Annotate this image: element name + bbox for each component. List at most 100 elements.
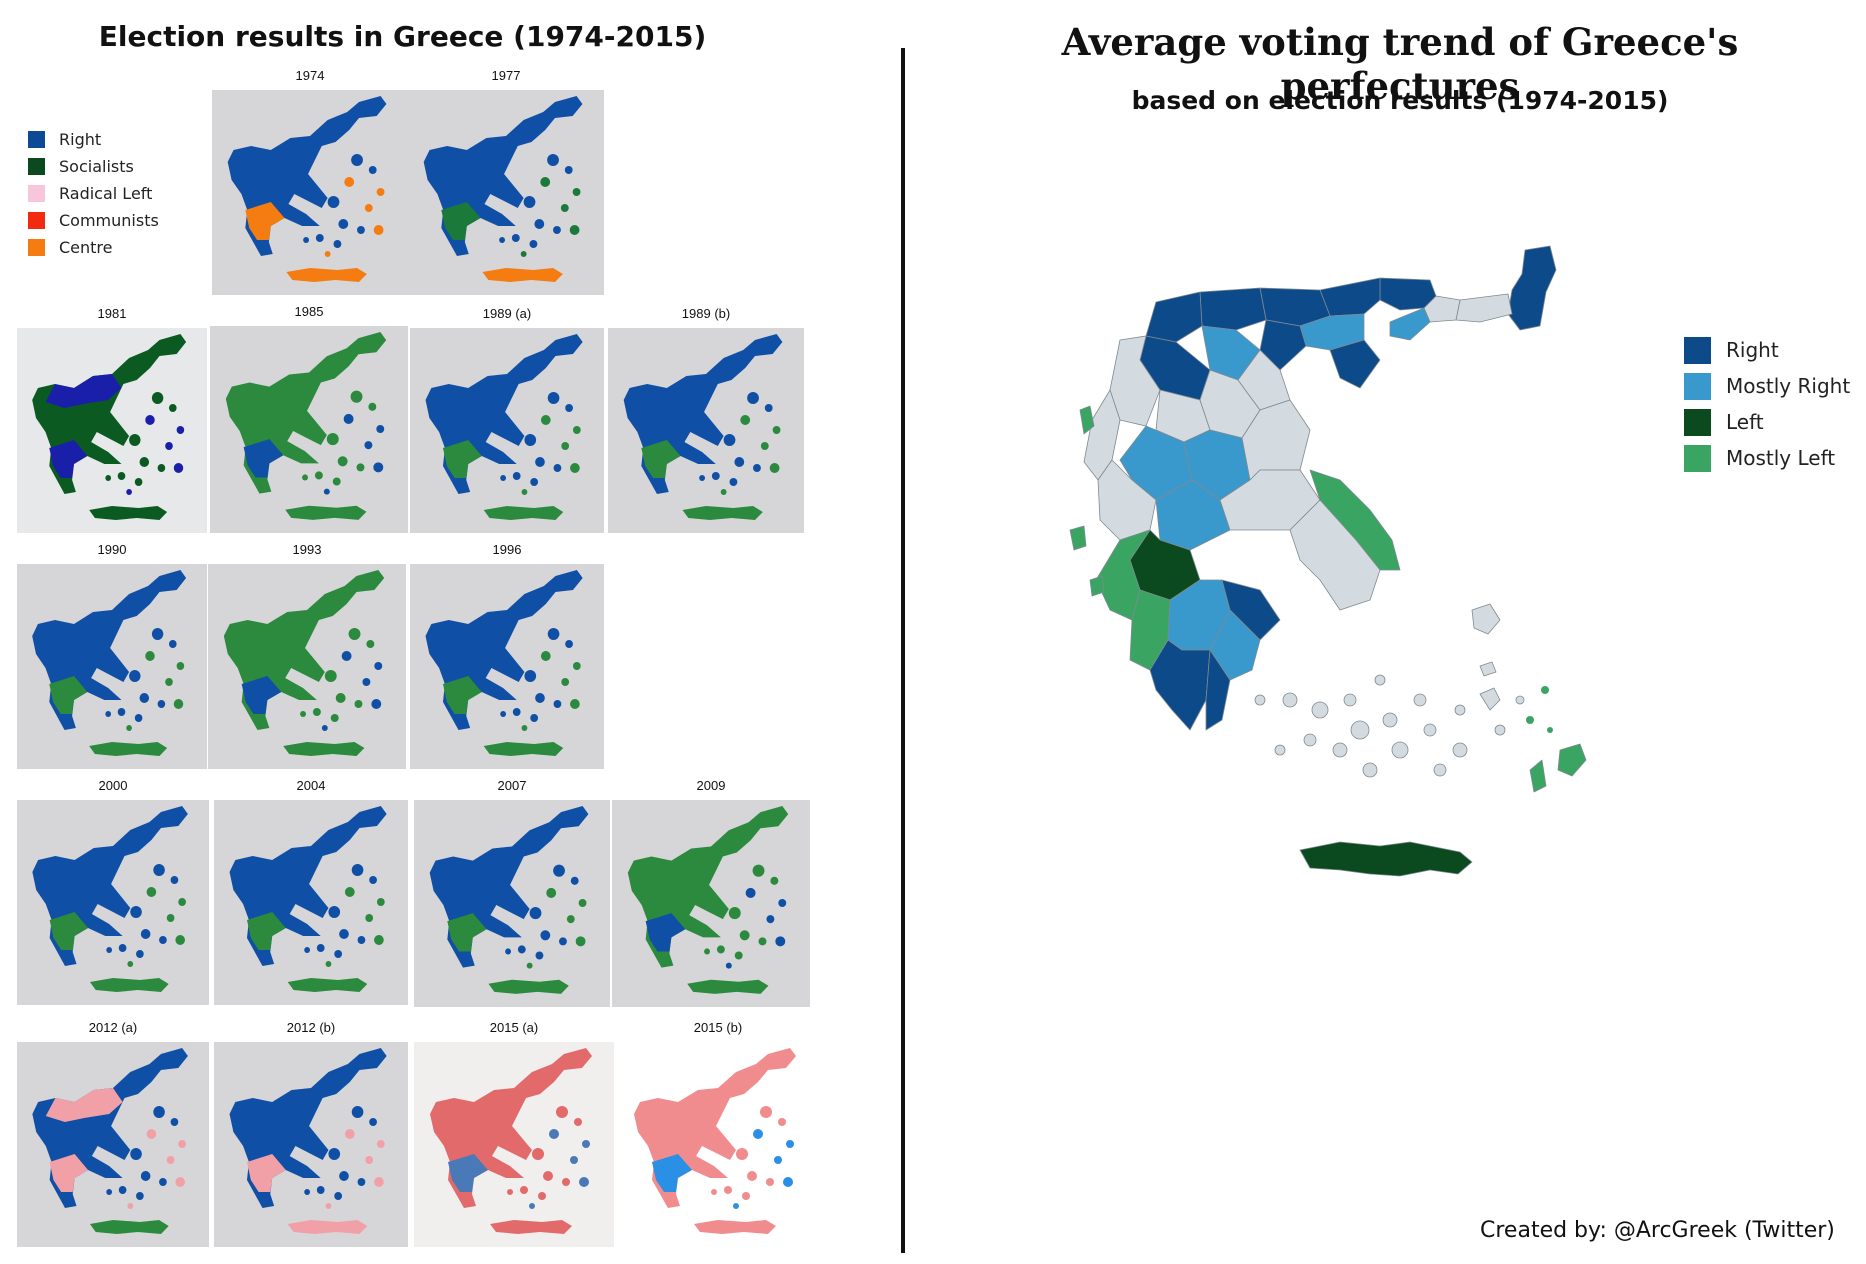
island: [553, 864, 565, 877]
island: [778, 898, 787, 908]
island: [364, 204, 373, 212]
island: [316, 1186, 325, 1194]
peloponnese-region: [447, 913, 487, 952]
legend-item-left: Left: [1684, 404, 1850, 440]
island: [758, 937, 767, 946]
island: [145, 415, 155, 425]
island: [166, 1156, 175, 1164]
island: [753, 1129, 763, 1139]
island: [344, 177, 355, 187]
island: [157, 700, 166, 708]
island: [512, 472, 521, 480]
imathia-region: [1259, 319, 1307, 371]
island: [178, 898, 186, 906]
legend-label-socialists: Socialists: [59, 157, 134, 176]
island: [553, 700, 562, 708]
election-map-tile: [612, 800, 810, 1007]
island: [105, 711, 112, 717]
peloponnese-region: [245, 202, 285, 240]
evros-region: [1507, 245, 1557, 331]
island: [582, 1140, 590, 1148]
election-map-tile: [414, 1042, 614, 1247]
greece-map: [229, 806, 387, 992]
crete-region: [694, 1220, 776, 1234]
legend-item-radical-left: Radical Left: [28, 180, 159, 207]
election-map-tile: [17, 564, 207, 769]
peloponnese-region: [448, 1154, 488, 1192]
legend-swatch-right: [28, 131, 45, 148]
island: [170, 1118, 179, 1126]
island: [745, 887, 756, 898]
island: [521, 725, 528, 731]
island: [725, 962, 732, 969]
island: [540, 415, 551, 425]
island: [325, 961, 332, 967]
island: [521, 489, 528, 495]
peloponnese-region: [49, 440, 88, 478]
island: [323, 488, 330, 495]
island: [118, 944, 127, 952]
island: [364, 441, 373, 450]
island: [728, 907, 741, 920]
island: [365, 914, 374, 922]
crete-region: [286, 268, 367, 282]
greece-map: [627, 806, 789, 994]
crete-region: [1299, 841, 1473, 877]
peloponnese-region: [243, 439, 284, 478]
island: [530, 478, 539, 486]
island: [711, 472, 720, 480]
island: [371, 699, 382, 709]
legend-item-centre: Centre: [28, 234, 159, 261]
aegean-island: [1515, 695, 1525, 705]
dodecanese-island: [1541, 686, 1549, 694]
island: [357, 226, 365, 234]
island: [344, 887, 355, 897]
island: [151, 628, 164, 640]
aegean-island: [1254, 694, 1266, 706]
aegean-island: [1452, 742, 1468, 758]
left-panel: Election results in Greece (1974-2015) R…: [0, 0, 900, 1264]
island: [362, 678, 371, 686]
island: [704, 948, 711, 955]
island: [146, 1129, 157, 1139]
island: [173, 463, 184, 473]
island: [742, 1192, 750, 1200]
island: [126, 725, 132, 731]
island: [165, 442, 173, 450]
florina-region: [1145, 291, 1203, 343]
island: [529, 1203, 535, 1209]
island: [734, 457, 745, 467]
greece-map: [32, 1048, 188, 1234]
island: [500, 475, 507, 481]
election-map-tile: [410, 564, 604, 769]
aegean-island: [1374, 674, 1386, 686]
legend-label-right: Right: [59, 130, 102, 149]
election-year-label: 1993: [292, 542, 322, 557]
island: [535, 457, 545, 467]
island: [578, 898, 587, 908]
crete-region: [482, 268, 563, 282]
island: [500, 711, 507, 717]
greece-map: [429, 806, 589, 994]
greece-map: [623, 334, 783, 520]
island: [159, 936, 167, 944]
island: [175, 1177, 185, 1187]
peloponnese-region: [49, 1154, 89, 1192]
aegean-island: [1454, 704, 1466, 716]
election-year-label: 2009: [696, 778, 726, 793]
island: [553, 226, 561, 234]
island: [332, 477, 341, 486]
kavala-region: [1389, 307, 1431, 341]
legend-label-mostly-left: Mostly Left: [1726, 446, 1836, 470]
island: [134, 714, 143, 722]
election-year-label: 2012 (b): [286, 1020, 336, 1035]
peloponnese-region: [49, 912, 89, 950]
island: [760, 1106, 772, 1118]
island: [729, 478, 738, 486]
crete-region: [287, 1220, 368, 1234]
island: [543, 1171, 553, 1181]
legend-label-right: Right: [1726, 338, 1779, 362]
island: [312, 708, 321, 716]
crete-region: [285, 505, 367, 520]
election-year-label: 2004: [296, 778, 326, 793]
